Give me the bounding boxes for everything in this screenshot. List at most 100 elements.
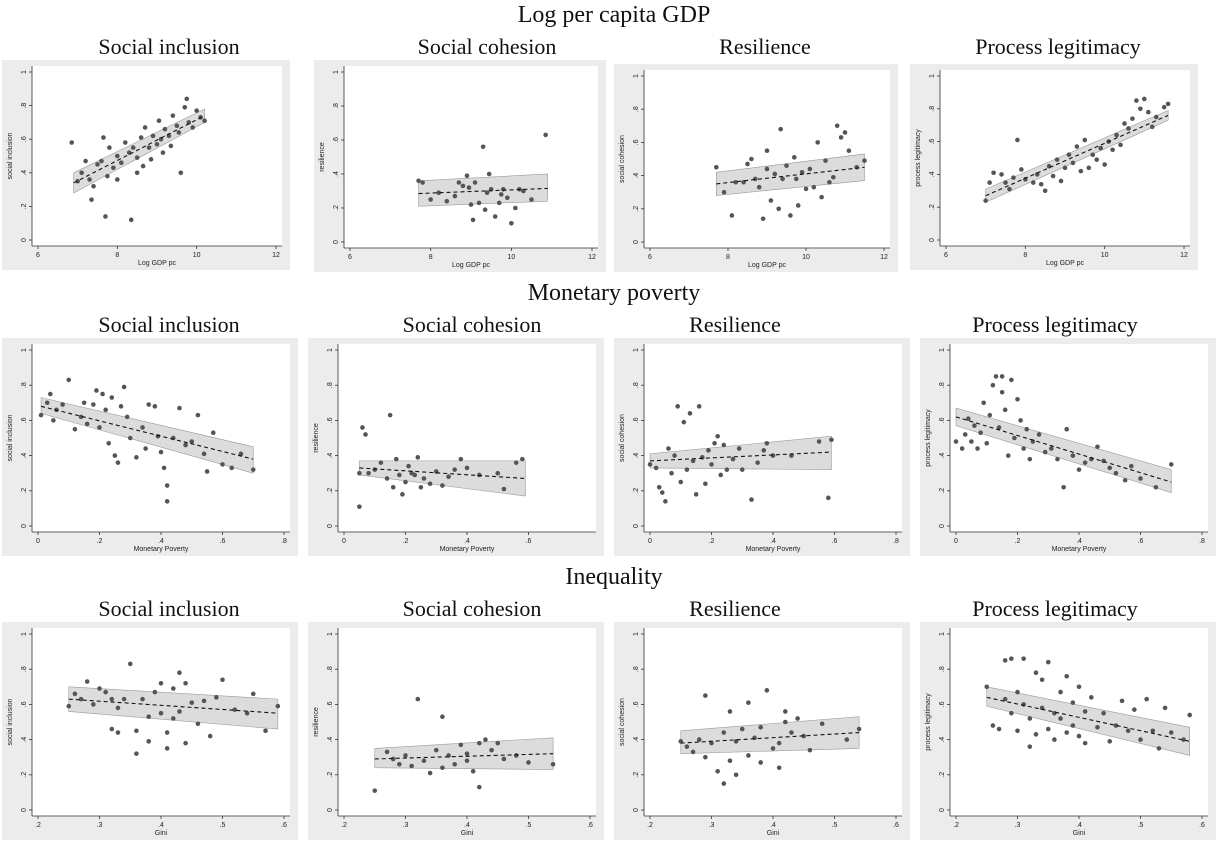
plot-area [344, 66, 598, 248]
data-point [263, 728, 268, 734]
data-point [715, 433, 720, 439]
data-point [795, 203, 801, 208]
y-tick-label: .8 [333, 103, 340, 109]
data-point [816, 439, 822, 444]
data-point [966, 416, 971, 421]
data-point [1119, 698, 1125, 704]
y-tick-label: .2 [939, 772, 946, 778]
x-tick-label: .4 [464, 538, 470, 545]
data-point [1074, 144, 1080, 149]
data-point [130, 145, 136, 150]
x-tick-label: .6 [281, 822, 287, 829]
data-point [1076, 684, 1082, 690]
data-point [87, 177, 92, 182]
data-point [393, 456, 399, 462]
data-point [1086, 165, 1092, 171]
data-point [703, 481, 708, 487]
data-point [97, 425, 102, 430]
data-point [1076, 467, 1082, 472]
data-point [486, 171, 492, 177]
data-point [660, 490, 665, 495]
data-point [788, 213, 793, 218]
data-point [984, 440, 990, 446]
data-point [115, 730, 121, 735]
y-axis-label: social inclusion [7, 132, 14, 179]
data-point [1113, 470, 1119, 476]
data-point [372, 788, 378, 793]
y-tick-label: .8 [21, 382, 28, 388]
data-point [421, 758, 427, 764]
y-axis-label: social inclusion [7, 698, 14, 745]
x-axis-label: Gini [1073, 830, 1086, 837]
data-point [78, 696, 84, 702]
data-point [436, 190, 442, 195]
data-point [666, 446, 671, 451]
scatter-panel-gdp-process-legitimacy: 0 .2 .4 .6 .8 1 6 8 10 12 Log GDP pc process legiti… [910, 64, 1198, 270]
y-tick-label: 0 [633, 808, 640, 812]
y-tick-label: 1 [327, 348, 334, 352]
data-point [103, 689, 108, 695]
data-point [428, 197, 433, 202]
data-point [48, 391, 53, 397]
scatter-panel-inequality-social-cohesion: 0 .2 .4 .6 .8 1 .2 .3 .4 .5 .6 Gini resilience [308, 622, 604, 840]
data-point [134, 751, 139, 756]
fitted-line [649, 451, 832, 462]
data-point [749, 156, 754, 162]
fitted-line [374, 753, 554, 760]
data-point [996, 726, 1002, 732]
data-point [476, 200, 482, 206]
x-tick-label: .6 [1199, 822, 1205, 829]
data-point [1034, 172, 1040, 177]
data-point [1168, 462, 1174, 467]
data-point [403, 753, 408, 758]
data-point [690, 749, 696, 755]
data-point [1162, 705, 1168, 711]
x-tick-label: 6 [348, 254, 352, 261]
data-point [684, 467, 690, 472]
panel-title-resilience: Resilience [719, 34, 811, 59]
x-tick-label: .5 [526, 822, 532, 829]
data-point [366, 470, 371, 476]
x-tick-label: 10 [193, 252, 201, 259]
x-tick-label: .2 [35, 822, 41, 829]
data-point [1134, 98, 1139, 103]
plot-area [950, 344, 1208, 532]
y-tick-label: 0 [333, 240, 340, 244]
data-point [684, 744, 690, 749]
data-point [109, 696, 115, 702]
confidence-band [955, 407, 1172, 493]
scatter-panel-poverty-social-cohesion: 0 .2 .4 .6 .8 1 0 .2 .4 .6 Monetary Poverty resilie… [308, 338, 604, 556]
data-point [1114, 132, 1119, 138]
data-point [1045, 659, 1051, 665]
data-point [390, 484, 396, 490]
data-point [161, 465, 167, 471]
data-point [513, 460, 519, 465]
data-point [529, 197, 534, 202]
data-point [195, 721, 201, 727]
fitted-line [716, 166, 865, 185]
data-point [1168, 730, 1174, 735]
data-point [51, 418, 56, 423]
data-point [776, 765, 782, 771]
y-tick-label: .8 [633, 106, 640, 112]
data-point [681, 419, 687, 425]
data-point [500, 187, 506, 192]
data-point [696, 737, 702, 742]
y-axis-label: resilience [313, 423, 320, 453]
y-tick-label: 0 [939, 808, 946, 812]
data-point [1058, 716, 1063, 721]
y-tick-label: .4 [929, 171, 936, 177]
data-point [721, 189, 727, 195]
data-point [991, 170, 996, 176]
data-point [1150, 728, 1156, 734]
data-point [127, 661, 133, 667]
data-point [91, 702, 96, 707]
data-point [420, 180, 425, 185]
data-point [190, 125, 195, 130]
data-point [170, 113, 176, 118]
data-point [1070, 453, 1076, 458]
data-point [739, 726, 745, 732]
y-tick-label: .8 [633, 666, 640, 672]
data-point [778, 126, 783, 132]
scatter-panel-gdp-social-cohesion: 0 .2 .4 .6 .8 1 6 8 10 12 Log GDP pc resilience [314, 60, 606, 272]
